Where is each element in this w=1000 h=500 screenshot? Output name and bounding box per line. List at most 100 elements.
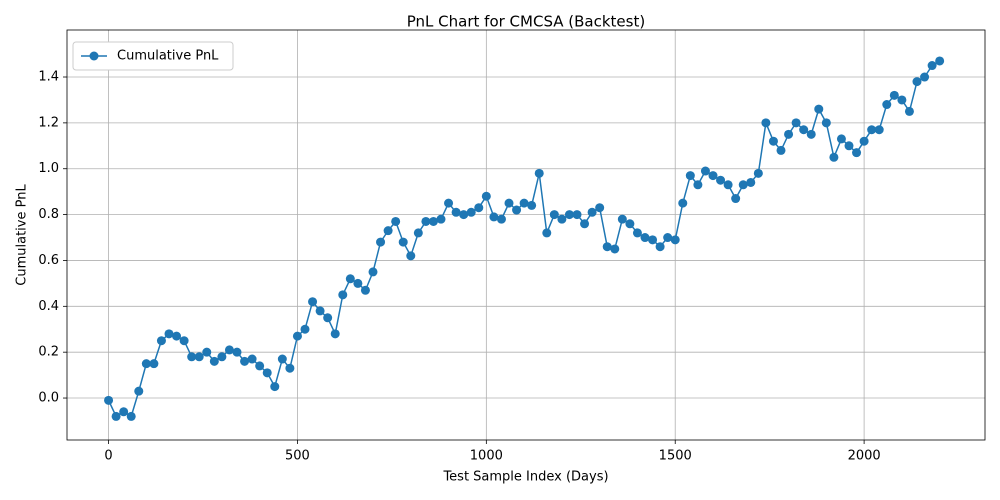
data-point [867, 125, 877, 135]
data-point [247, 354, 257, 364]
data-point [542, 228, 552, 238]
data-point [685, 171, 695, 181]
data-point [746, 177, 756, 187]
data-point [383, 226, 393, 236]
data-point [459, 210, 469, 220]
data-point [595, 203, 605, 213]
data-point [451, 207, 461, 217]
data-point [172, 331, 182, 341]
x-axis-label: Test Sample Index (Days) [442, 470, 608, 485]
data-point [119, 407, 129, 417]
y-tick-label: 0.0 [38, 391, 59, 406]
data-point [104, 395, 114, 405]
data-point [882, 100, 892, 110]
data-point [799, 125, 809, 135]
data-point [202, 347, 212, 357]
data-point [353, 278, 363, 288]
data-point [232, 347, 242, 357]
data-point [262, 368, 272, 378]
data-point [315, 306, 325, 316]
data-point [209, 356, 219, 366]
x-tick-label: 1500 [659, 449, 692, 464]
data-point [927, 61, 937, 71]
data-point [481, 191, 491, 201]
data-point [738, 180, 748, 190]
data-point [368, 267, 378, 277]
y-tick-label: 0.6 [38, 253, 59, 268]
data-point [557, 214, 567, 224]
data-point [512, 205, 522, 215]
data-point [270, 382, 280, 392]
data-point [360, 285, 370, 295]
data-point [413, 228, 423, 238]
data-point [678, 198, 688, 208]
data-point [527, 200, 537, 210]
data-point [602, 242, 612, 252]
y-axis-label: Cumulative PnL [15, 184, 30, 286]
data-point [912, 77, 922, 87]
data-point [708, 171, 718, 181]
data-point [670, 235, 680, 245]
data-point [564, 210, 574, 220]
data-point [791, 118, 801, 128]
x-tick-label: 500 [285, 449, 310, 464]
data-point [156, 336, 166, 346]
data-point [640, 233, 650, 243]
data-point [753, 168, 763, 178]
data-point [323, 313, 333, 323]
data-point [292, 331, 302, 341]
data-point [141, 359, 151, 369]
data-point [444, 198, 454, 208]
data-point [904, 106, 914, 116]
y-tick-label: 1.2 [38, 115, 59, 130]
data-point [829, 152, 839, 162]
legend-box [72, 41, 234, 71]
data-point [504, 198, 514, 208]
data-point [179, 336, 189, 346]
data-point [549, 210, 559, 220]
data-point [776, 145, 786, 155]
data-point [693, 180, 703, 190]
data-point [806, 129, 816, 139]
data-point [277, 354, 287, 364]
y-tick-label: 1.4 [38, 70, 59, 85]
data-point [768, 136, 778, 146]
legend-label: Cumulative PnL [117, 49, 219, 64]
data-point [617, 214, 627, 224]
data-point [859, 136, 869, 146]
data-point [889, 90, 899, 100]
data-point [474, 203, 484, 213]
data-point [625, 219, 635, 229]
data-point [572, 210, 582, 220]
data-point [534, 168, 544, 178]
data-point [489, 212, 499, 222]
data-point [428, 216, 438, 226]
data-point [308, 297, 318, 307]
data-point [224, 345, 234, 355]
data-point [655, 242, 665, 252]
data-point [126, 411, 136, 421]
data-point [784, 129, 794, 139]
data-point [761, 118, 771, 128]
data-point [897, 95, 907, 105]
data-point [217, 352, 227, 362]
data-point [580, 219, 590, 229]
data-point [920, 72, 930, 82]
data-point [330, 329, 340, 339]
y-tick-label: 0.4 [38, 299, 59, 314]
data-point [874, 125, 884, 135]
x-tick-label: 2000 [848, 449, 881, 464]
data-point [255, 361, 265, 371]
data-point [814, 104, 824, 114]
x-tick-label: 1000 [470, 449, 503, 464]
data-point [398, 237, 408, 247]
data-point [134, 386, 144, 396]
data-point [648, 235, 658, 245]
data-point [700, 166, 710, 176]
data-point [345, 274, 355, 284]
data-point [935, 56, 945, 66]
data-point [285, 363, 295, 373]
data-point [519, 198, 529, 208]
